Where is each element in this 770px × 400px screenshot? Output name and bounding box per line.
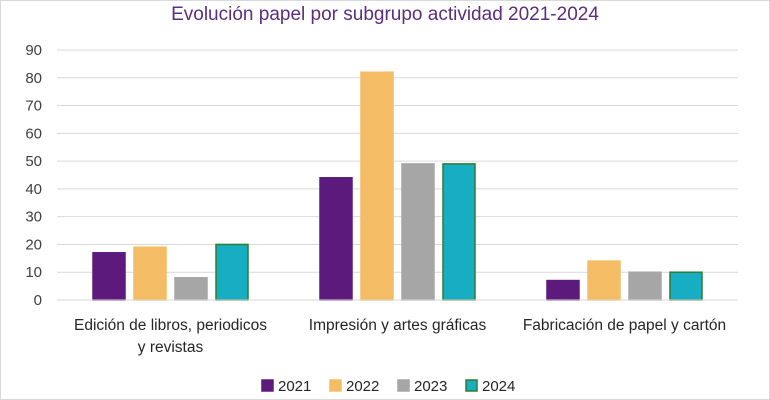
y-tick-label: 80	[25, 70, 42, 87]
legend-label-2024: 2024	[482, 378, 515, 395]
bar-2023-2	[628, 271, 662, 301]
bar-2024-1	[442, 163, 476, 301]
legend-label-2022: 2022	[346, 378, 379, 395]
y-tick-label: 10	[25, 264, 42, 281]
bars	[92, 71, 703, 301]
bar-2021-1	[319, 177, 353, 301]
y-tick-label: 50	[25, 153, 42, 170]
chart-title: Evolución papel por subgrupo actividad 2…	[171, 4, 599, 25]
category-label: y revistas	[138, 339, 204, 356]
y-tick-label: 40	[25, 181, 42, 198]
legend-swatch-2021	[261, 379, 274, 392]
legend-label-2021: 2021	[278, 378, 311, 395]
category-label: Fabricación de papel y cartón	[523, 317, 726, 334]
legend-swatch-2024	[465, 379, 478, 392]
legend-swatch-2022	[329, 379, 342, 392]
y-axis-ticks: 0 10 20 30 40 50 60 70 80 90	[25, 42, 42, 309]
y-tick-label: 0	[34, 292, 42, 309]
bar-2023-0	[174, 277, 208, 301]
y-tick-label: 60	[25, 125, 42, 142]
category-labels: Edición de libros, periodicos y revistas I…	[74, 317, 726, 356]
bar-2024-2	[669, 271, 703, 301]
legend-swatch-2023	[397, 379, 410, 392]
bar-2022-0	[133, 246, 167, 301]
y-tick-label: 90	[25, 42, 42, 59]
y-tick-label: 20	[25, 236, 42, 253]
legend: 2021 2022 2023 2024	[261, 378, 515, 395]
bar-2021-0	[92, 252, 126, 301]
y-tick-label: 70	[25, 98, 42, 115]
bar-2023-1	[401, 163, 435, 301]
category-label: Impresión y artes gráficas	[309, 317, 487, 334]
bar-2022-2	[587, 260, 621, 301]
grid	[57, 49, 738, 273]
bar-2024-0	[215, 243, 249, 301]
legend-label-2023: 2023	[414, 378, 447, 395]
bar-2021-2	[546, 279, 580, 301]
bar-2022-1	[360, 71, 394, 301]
category-label: Edición de libros, periodicos	[74, 317, 267, 334]
y-tick-label: 30	[25, 209, 42, 226]
